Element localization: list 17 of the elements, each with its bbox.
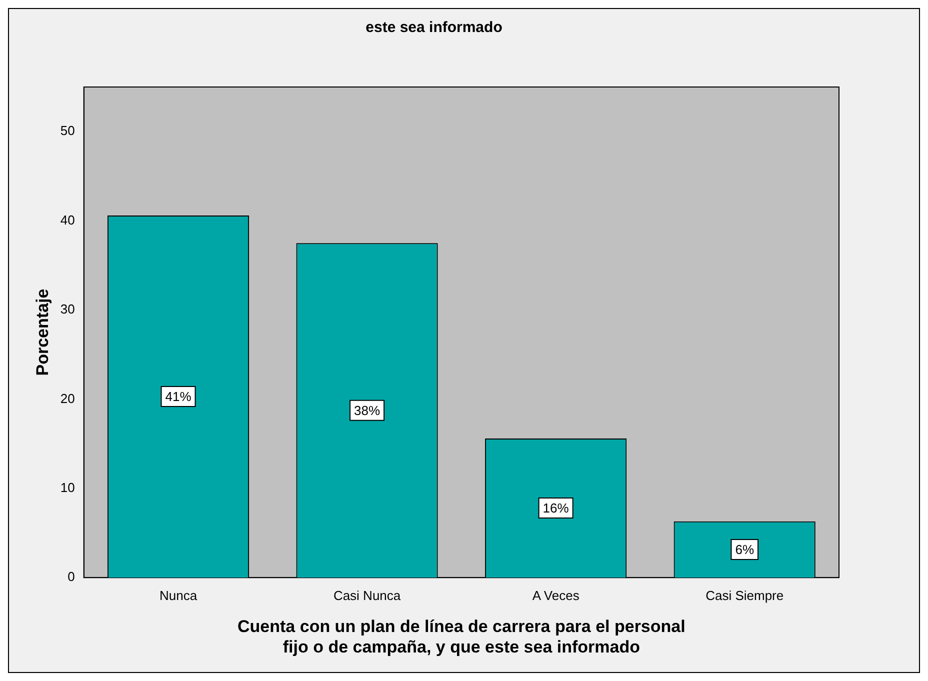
x-tick-label: A Veces <box>532 588 580 603</box>
y-tick-label: 40 <box>60 212 75 228</box>
y-tick-label: 20 <box>60 390 75 406</box>
data-label: 16% <box>542 500 570 516</box>
data-label: 38% <box>354 402 380 418</box>
data-label: 41% <box>165 389 192 404</box>
chart-title: este sea informado <box>366 19 502 36</box>
x-axis-title: Cuenta con un plan de línea de carrera para el personal fijo o de campaña, y que este sea informado <box>238 617 686 656</box>
x-tick-label: Casi Nunca <box>333 588 402 603</box>
y-axis-title: Porcentaje <box>32 288 52 376</box>
y-tick-label: 50 <box>60 123 75 138</box>
x-tick-label: Casi Siempre <box>706 588 784 603</box>
y-tick-label: 30 <box>60 302 75 317</box>
y-tick-label: 0 <box>68 569 75 584</box>
data-label: 6% <box>735 542 754 558</box>
y-tick-label: 10 <box>60 480 75 495</box>
x-tick-label: Nunca <box>159 588 198 603</box>
